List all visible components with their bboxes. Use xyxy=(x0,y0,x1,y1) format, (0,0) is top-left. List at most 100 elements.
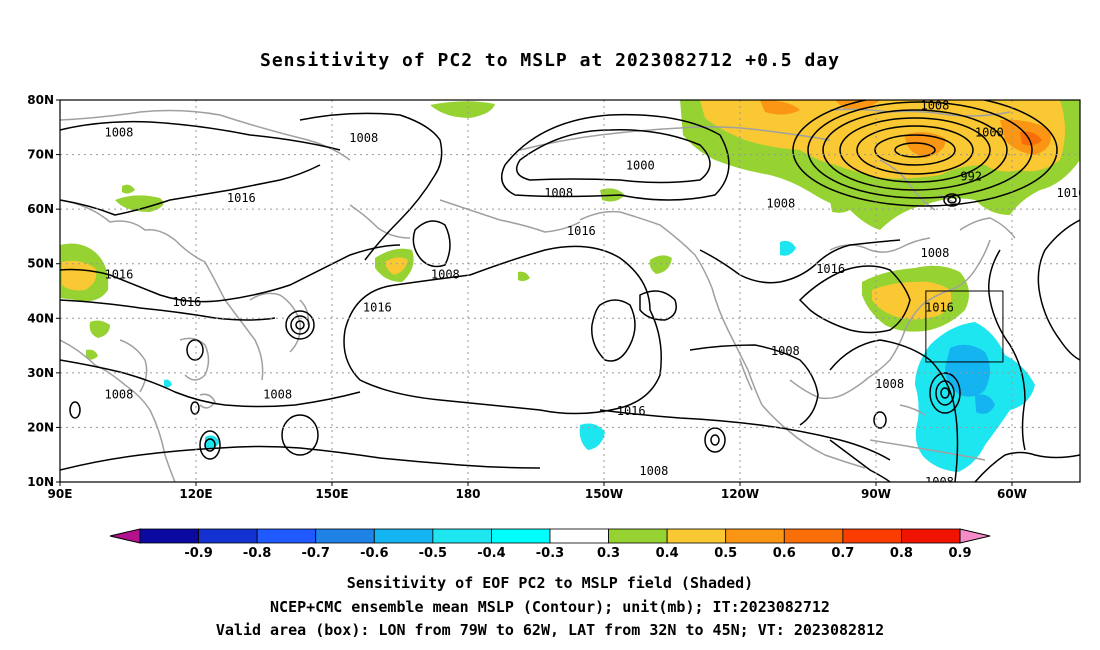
colorbar-swatch xyxy=(842,528,902,544)
shade-negative-strong xyxy=(945,344,990,397)
colorbar-label: -0.8 xyxy=(243,546,271,561)
caption-line-1: Sensitivity of EOF PC2 to MSLP field (Sh… xyxy=(346,574,754,592)
colorbar-label: 0.6 xyxy=(773,546,796,561)
shade-positive xyxy=(430,101,495,118)
colorbar-swatch xyxy=(198,528,258,544)
map-title: Sensitivity of PC2 to MSLP at 2023082712… xyxy=(259,50,840,71)
caption-line-3: Valid area (box): LON from 79W to 62W, L… xyxy=(215,621,885,639)
shade-positive xyxy=(835,100,880,110)
lon-tick-label: 90E xyxy=(48,487,73,501)
contour-label: 1016 xyxy=(567,224,596,238)
grid-layer xyxy=(60,100,1080,482)
caption-line-2: NCEP+CMC ensemble mean MSLP (Contour); u… xyxy=(270,598,830,616)
lat-tick-label: 60N xyxy=(27,202,54,216)
lon-tick-label: 60W xyxy=(997,487,1027,501)
contour-label: 1008 xyxy=(875,377,904,391)
contour-label: 1016 xyxy=(816,262,845,276)
shade-positive xyxy=(518,271,530,282)
contour-label: 1016 xyxy=(172,295,201,309)
contour-label: 1008 xyxy=(771,344,800,358)
colorbar-swatch xyxy=(315,528,375,544)
lon-tick-label: 120E xyxy=(179,487,212,501)
map-frame xyxy=(59,99,1081,483)
colorbar-label: 0.4 xyxy=(656,546,679,561)
lat-tick-label: 70N xyxy=(27,148,54,162)
contour-label: 1008 xyxy=(104,126,133,140)
colorbar-swatch xyxy=(549,528,609,544)
shade-positive xyxy=(385,257,408,275)
contour-label: 1008 xyxy=(104,388,133,402)
contour-label: 1008 xyxy=(544,186,573,200)
shade-positive xyxy=(649,255,672,274)
contour-labels: 1008 1008 1016 1016 1016 1008 1008 1016 1008 1008… xyxy=(104,98,1085,489)
lat-tick-label: 80N xyxy=(27,93,54,107)
shade-positive xyxy=(122,184,135,194)
colorbar-label: -0.5 xyxy=(419,546,447,561)
shade-positive xyxy=(89,320,110,338)
colorbar-swatch xyxy=(666,528,727,544)
colorbar-swatch xyxy=(139,528,199,544)
contour-label: 1016 xyxy=(363,300,392,314)
contour-label: 1008 xyxy=(920,98,949,112)
contour-label: 1008 xyxy=(349,131,378,145)
colorbar-label: -0.7 xyxy=(301,546,329,561)
shade-negative xyxy=(780,240,796,256)
lat-tick-label: 10N xyxy=(27,475,54,489)
coastline-layer xyxy=(60,108,1016,482)
colorbar-label: -0.9 xyxy=(184,546,212,561)
contour-label: 1008 xyxy=(431,268,460,282)
colorbar-label: 0.8 xyxy=(890,546,913,561)
lat-tick-label: 50N xyxy=(27,257,54,271)
colorbar-label: 0.3 xyxy=(597,546,620,561)
contour-label: 1016 xyxy=(1056,186,1085,200)
colorbar-label: 0.9 xyxy=(948,546,971,561)
lat-tick-label: 20N xyxy=(27,420,54,434)
shade-positive xyxy=(115,195,164,212)
shade-positive xyxy=(86,349,98,360)
colorbar-label: 0.5 xyxy=(714,546,737,561)
colorbar-swatch xyxy=(432,528,492,544)
contour-label: 1008 xyxy=(925,475,954,489)
lon-tick-label: 150W xyxy=(585,487,623,501)
contour-label: 1000 xyxy=(626,158,655,172)
lon-tick-label: 150E xyxy=(315,487,348,501)
valid-area-box xyxy=(925,290,1004,363)
colorbar-swatch xyxy=(373,528,434,544)
contour-label: 1008 xyxy=(766,197,795,211)
contour-layer xyxy=(60,100,1080,482)
shade-positive xyxy=(830,198,855,213)
colorbar-arrow-right xyxy=(959,528,991,544)
contour-label: 992 xyxy=(960,169,982,183)
colorbar-swatch xyxy=(608,528,668,544)
shade-positive xyxy=(1020,131,1042,146)
contour-label: 1016 xyxy=(617,404,646,418)
colorbar-label: -0.3 xyxy=(536,546,564,561)
contour-label: 1008 xyxy=(920,246,949,260)
colorbar-swatch xyxy=(491,528,551,544)
colorbar-swatch xyxy=(256,528,317,544)
colorbar-arrow-left xyxy=(109,528,141,544)
colorbar-swatch xyxy=(901,528,961,544)
colorbar: -0.9 -0.8 -0.7 -0.6 -0.5 -0.4 -0.3 0.3 0.4 0.5 0.6… xyxy=(109,528,991,561)
contour-label: 1016 xyxy=(227,191,256,205)
contour-label: 1000 xyxy=(975,126,1004,140)
contour-label: 1016 xyxy=(104,268,133,282)
lat-tick-label: 30N xyxy=(27,366,54,380)
shade-negative-strong xyxy=(975,394,995,414)
map-area: 1008 1008 1016 1016 1016 1008 1008 1016 1008 1008… xyxy=(60,98,1085,489)
lon-tick-label: 90W xyxy=(861,487,891,501)
lon-tick-label: 120W xyxy=(721,487,759,501)
shade-negative xyxy=(579,423,605,450)
shade-negative xyxy=(164,379,172,388)
contour-label: 1008 xyxy=(263,388,292,402)
colorbar-label: -0.6 xyxy=(360,546,388,561)
lat-tick-label: 40N xyxy=(27,311,54,325)
lon-tick-label: 180 xyxy=(455,487,480,501)
colorbar-label: -0.4 xyxy=(477,546,505,561)
shade-negative xyxy=(915,322,1035,472)
contour-label: 1016 xyxy=(925,300,954,314)
colorbar-swatch xyxy=(725,528,785,544)
shade-positive xyxy=(62,260,97,291)
